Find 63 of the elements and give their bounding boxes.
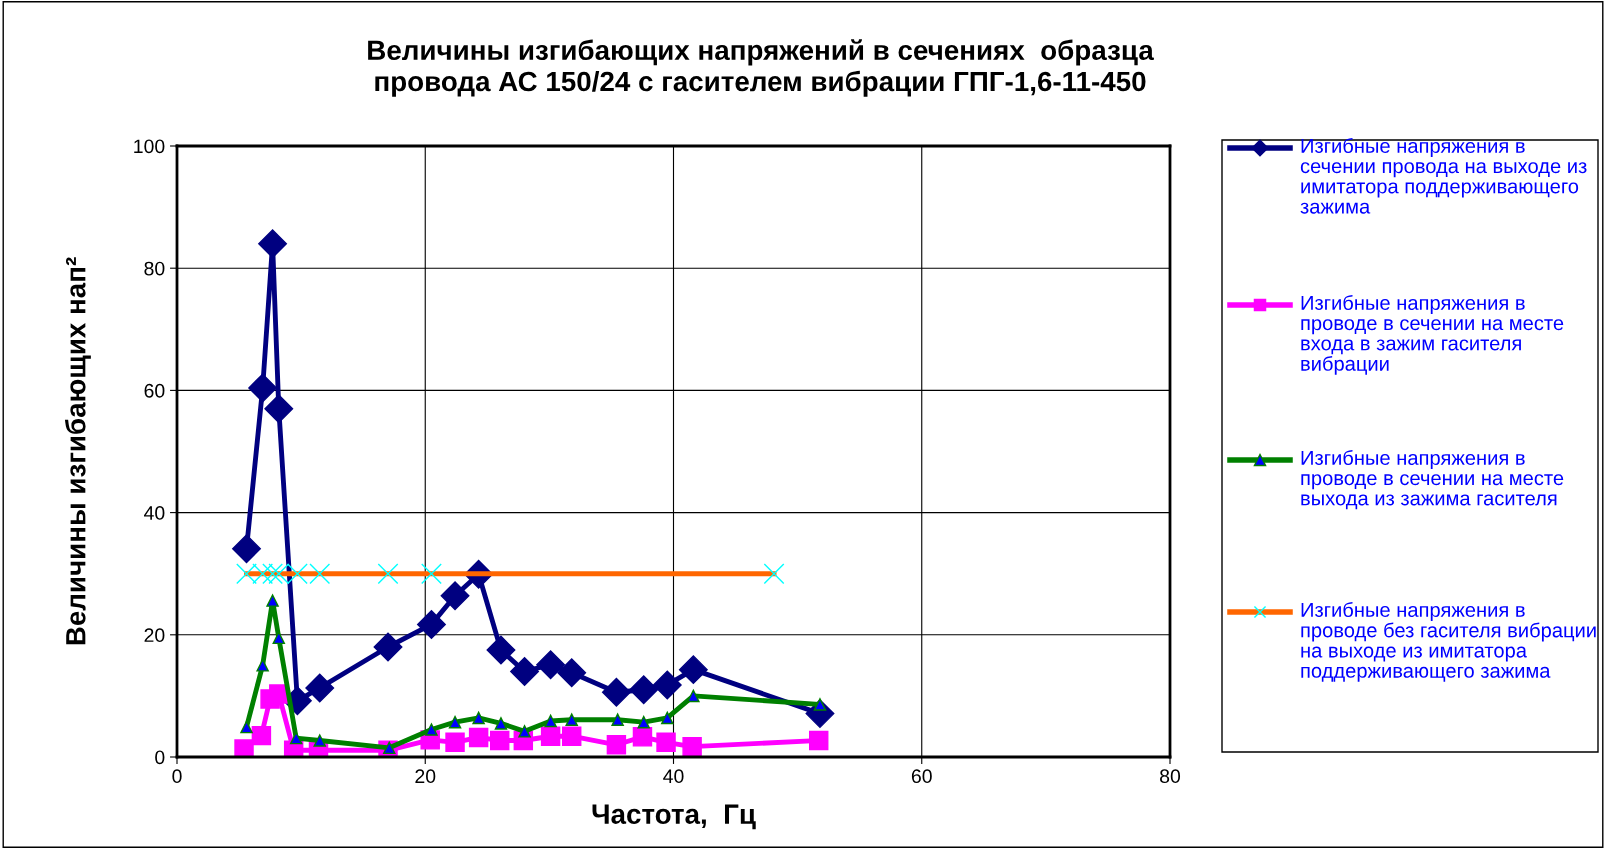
point xyxy=(606,735,627,755)
point xyxy=(266,594,279,607)
legend-label: Изгибные напряжения в сечении провода на выходе из имитатора поддерживающего зажима xyxy=(1300,138,1587,214)
point xyxy=(611,713,624,726)
legend-label: Изгибные напряжения в проводе в сечении на месте выхода из зажима гасителя xyxy=(1301,450,1564,510)
x-tick-label: 0 xyxy=(172,769,182,784)
y-tick-label: 40 xyxy=(144,506,165,520)
point xyxy=(448,715,462,729)
point xyxy=(687,689,700,703)
y-tick-label: 100 xyxy=(134,139,165,154)
point xyxy=(813,698,827,711)
y-axis-title: Величины изгибающих нап² xyxy=(64,257,91,645)
x-tick-label: 80 xyxy=(1160,769,1181,784)
point xyxy=(536,650,566,680)
y-tick-label: 20 xyxy=(144,628,165,643)
point xyxy=(440,581,470,611)
point xyxy=(258,229,288,259)
point xyxy=(494,717,508,730)
point xyxy=(652,670,682,700)
x-tick-label: 60 xyxy=(911,769,932,784)
point xyxy=(240,720,253,734)
point xyxy=(425,723,438,736)
point xyxy=(565,713,578,726)
point xyxy=(682,736,702,757)
legend-label: Изгибные напряжения в проводе в сечении на месте входа в зажим гасителя вибрации xyxy=(1301,295,1564,375)
point xyxy=(264,394,294,424)
x-axis-title: Частота, Гц xyxy=(592,804,756,830)
point xyxy=(809,730,829,751)
point xyxy=(661,711,674,725)
point xyxy=(445,732,465,753)
point xyxy=(518,725,531,738)
point xyxy=(629,675,659,705)
x-tick-label: 20 xyxy=(415,769,436,784)
point xyxy=(601,677,631,707)
point xyxy=(289,731,303,745)
point xyxy=(510,657,539,686)
point xyxy=(490,730,510,751)
point xyxy=(561,726,582,746)
point xyxy=(540,726,561,746)
point xyxy=(313,734,326,747)
y-tick-label: 80 xyxy=(144,261,165,276)
point xyxy=(468,727,489,748)
point xyxy=(305,673,335,703)
x-tick-label: 40 xyxy=(663,769,684,784)
chart-title: Величины изгибающих напряжений в сечениях образца провода АС 150/24 с гасителем вибрации ГПГ-1,6-11-450 xyxy=(368,39,1154,97)
point xyxy=(417,609,446,639)
point xyxy=(248,373,278,403)
point xyxy=(557,658,587,688)
point xyxy=(472,711,485,725)
y-tick-label: 0 xyxy=(155,750,165,765)
legend-label: Изгибные напряжения в проводе без гасителя вибрации на выходе из имитатора поддерживающего зажима xyxy=(1301,602,1596,682)
point xyxy=(544,714,557,728)
point xyxy=(486,635,516,665)
point xyxy=(678,655,708,685)
y-tick-label: 60 xyxy=(144,383,165,398)
point xyxy=(232,534,261,564)
point xyxy=(251,725,272,746)
point xyxy=(373,632,403,662)
point xyxy=(632,727,653,747)
point xyxy=(234,739,254,757)
point xyxy=(272,631,286,645)
point xyxy=(656,732,676,753)
point xyxy=(637,715,650,729)
